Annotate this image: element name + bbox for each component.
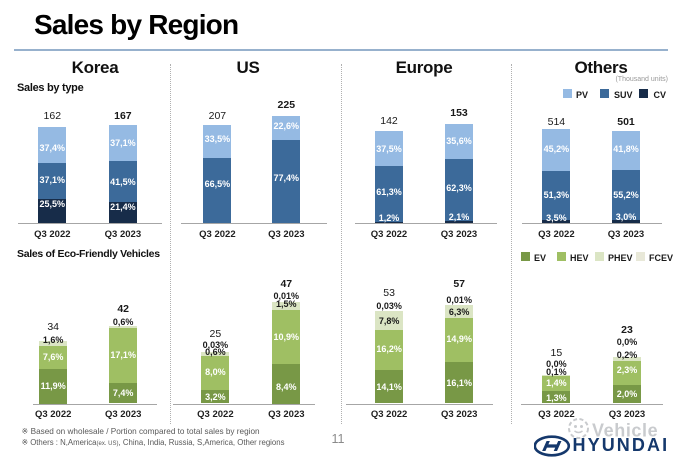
svg-text:HYUNDAI: HYUNDAI (573, 435, 670, 455)
svg-text:Vehicle: Vehicle (592, 421, 658, 441)
